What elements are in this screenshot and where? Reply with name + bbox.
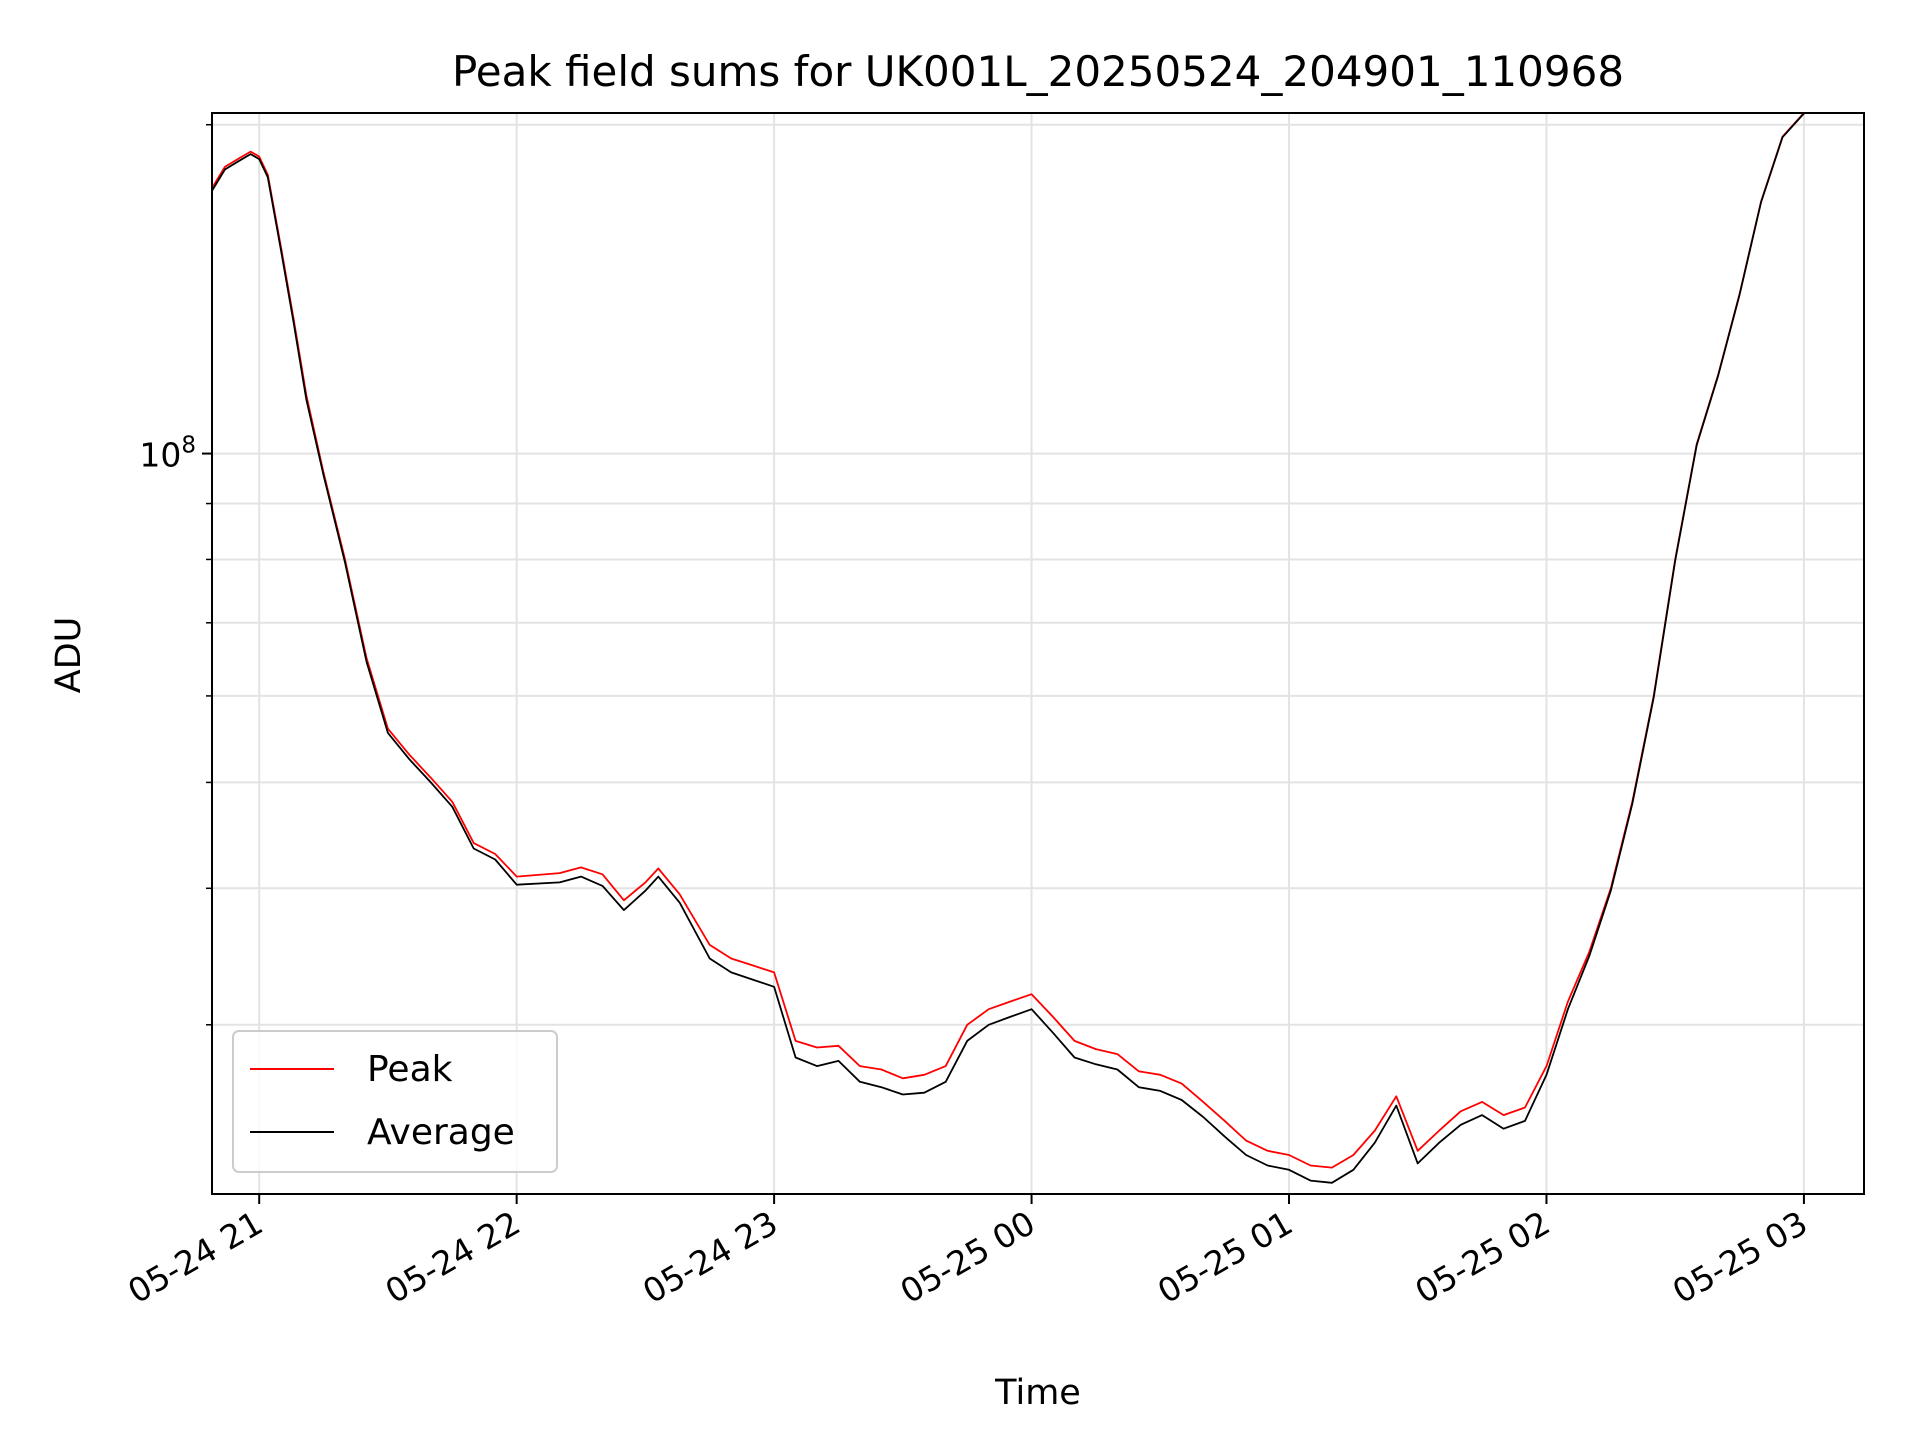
plot-frame <box>211 112 1865 1195</box>
series-line-peak <box>211 112 1805 1169</box>
grid <box>212 113 1864 1194</box>
y-axis-label: ADU <box>49 617 89 694</box>
legend-label-peak: Peak <box>367 1049 453 1090</box>
legend: Peak Average <box>232 1030 558 1173</box>
y-tick-label: 108 <box>139 433 196 475</box>
legend-box <box>232 1030 558 1173</box>
y-axis: 108 <box>139 123 212 1026</box>
series-line-average <box>211 112 1805 1184</box>
series-layer <box>211 112 1805 1184</box>
x-axis-label: Time <box>994 1373 1081 1413</box>
legend-label-average: Average <box>367 1112 515 1153</box>
chart-title: Peak field sums for UK001L_20250524_2049… <box>452 47 1624 96</box>
